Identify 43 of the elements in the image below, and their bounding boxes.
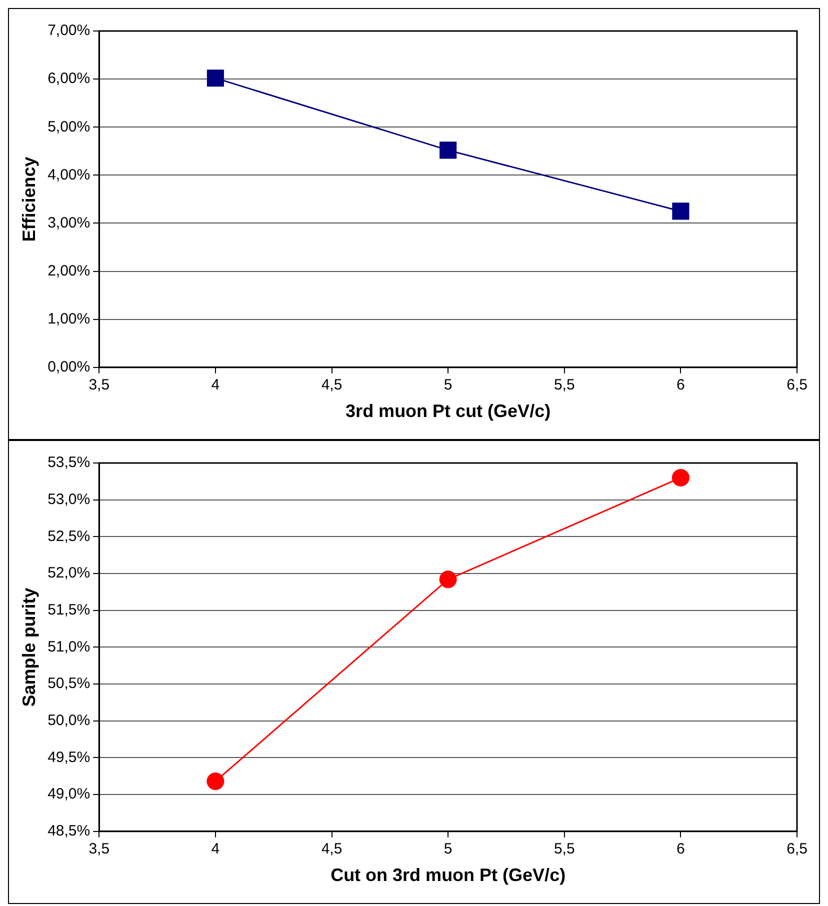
y-tick-label: 5,00%	[48, 118, 90, 136]
y-tick-label: 50,0%	[48, 712, 90, 730]
x-tick-label: 3,5	[88, 376, 110, 394]
y-tick-label: 52,5%	[48, 528, 90, 545]
y-tick-label: 51,5%	[48, 602, 90, 618]
x-tick-label: 6	[676, 376, 685, 394]
point	[206, 772, 224, 790]
x-axis-title: Cut on 3rd muon Pt (GeV/c)	[330, 865, 566, 886]
y-tick-label: 52,0%	[48, 564, 90, 582]
point	[440, 142, 457, 159]
y-tick-label: 3,00%	[48, 214, 90, 232]
x-tick-label: 4	[211, 376, 220, 394]
y-tick-label: 49,0%	[48, 786, 90, 803]
x-tick-label: 3,5	[88, 840, 110, 858]
point	[672, 468, 690, 486]
y-tick-label: 6,00%	[48, 70, 90, 88]
x-tick-label: 5,5	[554, 376, 575, 394]
point	[672, 202, 690, 220]
x-tick-label: 4,5	[321, 376, 342, 394]
y-axis-title: Efficiency	[18, 156, 39, 242]
x-tick-label: 5	[444, 840, 452, 858]
x-tick-label: 6	[676, 840, 685, 858]
x-tick-label: 4	[211, 840, 220, 858]
x-tick-label: 5,5	[554, 840, 575, 858]
y-tick-label: 53,0%	[48, 490, 90, 508]
x-tick-label: 4,5	[321, 840, 342, 858]
y-tick-label: 4,00%	[48, 166, 90, 184]
x-tick-label: 5	[444, 376, 452, 394]
x-tick-label: 6,5	[786, 840, 808, 858]
y-tick-label: 51,0%	[48, 638, 90, 656]
y-tick-label: 53,5%	[48, 454, 90, 472]
x-axis-title: 3rd muon Pt cut (GeV/c)	[346, 401, 551, 422]
point	[206, 70, 224, 87]
y-tick-label: 0,00%	[48, 358, 90, 376]
y-tick-label: 1,00%	[48, 310, 90, 328]
y-tick-label: 48,5%	[48, 822, 90, 840]
y-tick-label: 2,00%	[48, 262, 90, 280]
y-tick-label: 49,5%	[48, 748, 90, 766]
y-axis-title: Sample purity	[18, 588, 39, 707]
y-tick-label: 7,00%	[48, 22, 90, 40]
point	[439, 570, 457, 588]
y-tick-label: 50,5%	[48, 675, 90, 692]
x-tick-label: 6,5	[786, 376, 808, 394]
